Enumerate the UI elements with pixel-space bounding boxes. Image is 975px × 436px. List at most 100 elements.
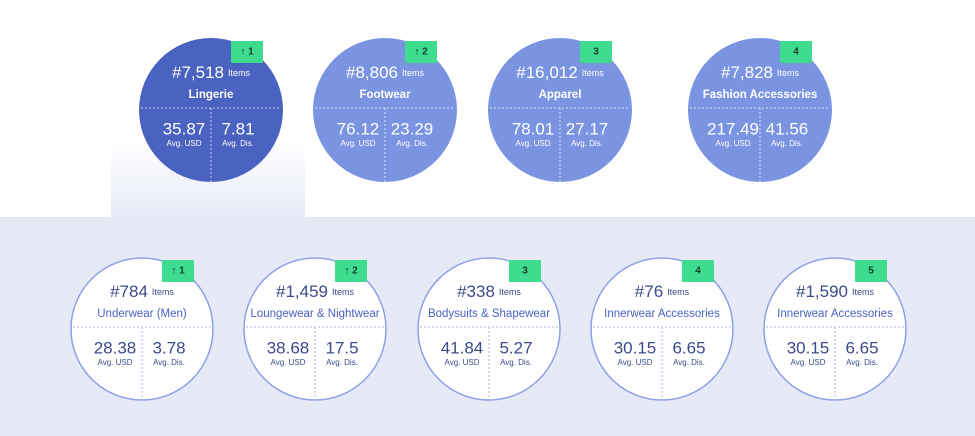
rank-label: ↑ 2: [414, 47, 428, 58]
avg-dis-label: Avg. Dis.: [846, 358, 878, 367]
avg-usd-label: Avg. USD: [716, 139, 751, 148]
category-name: Innerwear Accessories: [777, 308, 893, 320]
count-unit: Items: [852, 287, 875, 297]
avg-usd: 76.12: [337, 119, 380, 138]
rank-badge: [780, 41, 812, 63]
count-value: #7,518: [172, 63, 224, 82]
rank-badge: [682, 260, 714, 282]
category-name: Innerwear Accessories: [604, 308, 720, 320]
count-unit: Items: [582, 68, 605, 78]
avg-dis: 17.5: [325, 338, 358, 357]
avg-usd-label: Avg. USD: [341, 139, 376, 148]
category-name: Bodysuits & Shapewear: [428, 308, 550, 320]
avg-usd: 30.15: [787, 338, 830, 357]
avg-usd-label: Avg. USD: [618, 358, 653, 367]
avg-dis-label: Avg. Dis.: [771, 139, 803, 148]
avg-usd: 35.87: [163, 119, 206, 138]
rank-label: ↑ 1: [240, 47, 254, 58]
rank-label: 4: [793, 47, 799, 58]
avg-dis: 6.65: [845, 338, 878, 357]
rank-label: ↑ 1: [171, 266, 185, 277]
item-count: #1,590 Items: [796, 282, 875, 301]
rank-badge: [405, 41, 437, 63]
count-value: #338: [457, 282, 495, 301]
rank-badge: [855, 260, 887, 282]
rank-badge: [162, 260, 194, 282]
category-name: Footwear: [359, 89, 411, 101]
count-unit: Items: [152, 287, 175, 297]
avg-dis: 23.29: [391, 119, 434, 138]
count-unit: Items: [332, 287, 355, 297]
item-count: #8,806 Items: [346, 63, 425, 82]
avg-dis-label: Avg. Dis.: [673, 358, 705, 367]
rank-label: 4: [695, 266, 701, 277]
avg-usd-label: Avg. USD: [98, 358, 133, 367]
count-value: #16,012: [516, 63, 577, 82]
rank-badge: [231, 41, 263, 63]
avg-dis: 27.17: [566, 119, 609, 138]
count-value: #7,828: [721, 63, 773, 82]
item-count: #16,012 Items: [516, 63, 604, 82]
item-count: #784 Items: [110, 282, 174, 301]
count-unit: Items: [402, 68, 425, 78]
avg-dis: 5.27: [499, 338, 532, 357]
avg-usd: 38.68: [267, 338, 310, 357]
rank-badge: [580, 41, 612, 63]
count-unit: Items: [499, 287, 522, 297]
avg-usd-label: Avg. USD: [791, 358, 826, 367]
avg-dis-label: Avg. Dis.: [500, 358, 532, 367]
rank-label: 3: [522, 266, 528, 277]
category-name: Fashion Accessories: [703, 89, 818, 101]
avg-usd-label: Avg. USD: [271, 358, 306, 367]
count-value: #784: [110, 282, 148, 301]
item-count: #7,518 Items: [172, 63, 251, 82]
count-value: #1,590: [796, 282, 848, 301]
avg-dis-label: Avg. Dis.: [222, 139, 254, 148]
category-name: Lingerie: [189, 89, 234, 101]
avg-usd-label: Avg. USD: [445, 358, 480, 367]
rank-badge: [335, 260, 367, 282]
rank-label: 5: [868, 266, 874, 277]
rank-badge: [509, 260, 541, 282]
avg-usd: 78.01: [512, 119, 555, 138]
avg-dis-label: Avg. Dis.: [396, 139, 428, 148]
avg-dis: 6.65: [672, 338, 705, 357]
rank-label: ↑ 2: [344, 266, 358, 277]
count-unit: Items: [777, 68, 800, 78]
avg-usd: 217.49: [707, 119, 759, 138]
count-value: #8,806: [346, 63, 398, 82]
item-count: #1,459 Items: [276, 282, 355, 301]
avg-dis-label: Avg. Dis.: [153, 358, 185, 367]
count-unit: Items: [667, 287, 690, 297]
avg-usd: 41.84: [441, 338, 484, 357]
avg-dis-label: Avg. Dis.: [571, 139, 603, 148]
rank-label: 3: [593, 47, 599, 58]
avg-usd-label: Avg. USD: [516, 139, 551, 148]
item-count: #7,828 Items: [721, 63, 800, 82]
avg-dis-label: Avg. Dis.: [326, 358, 358, 367]
count-value: #76: [635, 282, 663, 301]
avg-usd: 30.15: [614, 338, 657, 357]
avg-dis: 41.56: [766, 119, 809, 138]
item-count: #76 Items: [635, 282, 690, 301]
avg-usd-label: Avg. USD: [167, 139, 202, 148]
count-value: #1,459: [276, 282, 328, 301]
avg-usd: 28.38: [94, 338, 137, 357]
item-count: #338 Items: [457, 282, 521, 301]
count-unit: Items: [228, 68, 251, 78]
category-name: Loungewear & Nightwear: [250, 308, 379, 320]
avg-dis: 7.81: [221, 119, 254, 138]
avg-dis: 3.78: [152, 338, 185, 357]
category-name: Underwear (Men): [97, 308, 187, 320]
